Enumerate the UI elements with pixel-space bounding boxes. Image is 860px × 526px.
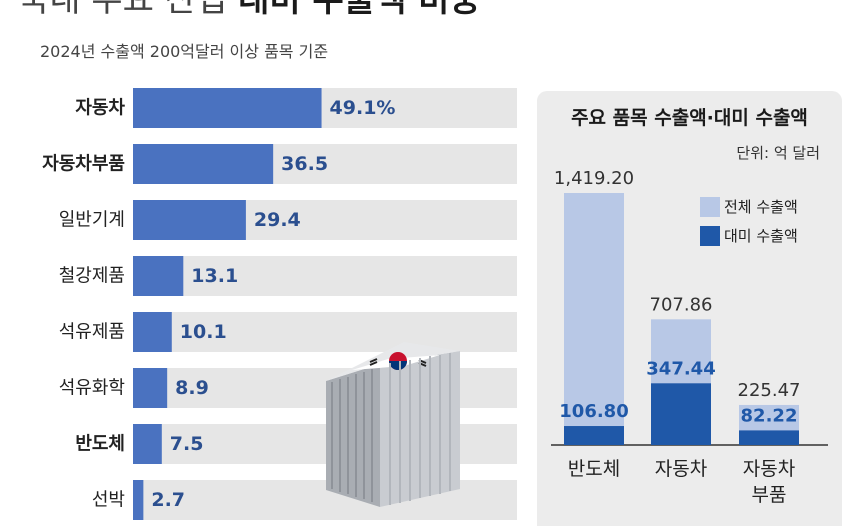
category-label: 일반기계 <box>59 210 125 231</box>
bar-track <box>133 256 517 296</box>
category-label: 철강제품 <box>59 266 125 287</box>
export-comparison-panel: 주요 품목 수출액·대미 수출액 단위: 억 달러 전체 수출액 대미 수출액 … <box>537 91 842 526</box>
title-normal: 국내 주요 산업 <box>18 0 228 20</box>
legend-item-us: 대미 수출액 <box>700 225 798 247</box>
shipping-container-illustration <box>326 342 460 507</box>
category-label: 선박 <box>92 490 125 511</box>
us-export-bar <box>564 426 624 445</box>
value-label: 8.9 <box>175 377 209 399</box>
value-label: 36.5 <box>281 153 328 175</box>
us-export-label: 106.80 <box>559 401 628 422</box>
subtitle: 2024년 수출액 200억달러 이상 품목 기준 <box>40 42 329 61</box>
legend-swatch-us <box>700 225 720 246</box>
category-label: 자동차 <box>75 98 125 119</box>
bar-track <box>133 312 517 352</box>
value-label: 29.4 <box>254 209 301 231</box>
bar <box>133 368 168 408</box>
value-label: 2.7 <box>151 489 185 511</box>
us-export-label: 82.22 <box>741 405 798 426</box>
category-label: 자동차 <box>655 458 707 480</box>
us-export-label: 347.44 <box>646 358 715 379</box>
bar <box>133 144 274 184</box>
us-share-bar-chart: 자동차 49.1% 자동차부품 36.5 일반기계 29.4 철강제품 13.1 석유제품 10.… <box>42 88 517 520</box>
bar <box>133 256 184 296</box>
legend-label-us: 대미 수출액 <box>724 227 798 245</box>
legend-item-total: 전체 수출액 <box>700 196 798 218</box>
category-label: 부품 <box>752 484 787 506</box>
total-export-label: 707.86 <box>650 294 713 315</box>
total-export-label: 225.47 <box>738 380 801 401</box>
unit-label: 단위: 억 달러 <box>736 144 820 162</box>
category-label: 석유화학 <box>59 378 125 399</box>
export-amount-bar-chart: 1,419.20 106.80 반도체 707.86 347.44 자동차 225.47 82… <box>551 168 828 506</box>
us-export-bar <box>739 430 799 445</box>
panel-title: 주요 품목 수출액·대미 수출액 <box>571 107 808 129</box>
bar <box>133 200 246 240</box>
value-label: 10.1 <box>180 321 227 343</box>
title-bold: 대미 수출액 비중 <box>238 0 481 20</box>
total-export-label: 1,419.20 <box>554 168 634 189</box>
category-label: 자동차 <box>743 458 795 480</box>
chart-title: 국내 주요 산업 대미 수출액 비중 <box>18 0 481 22</box>
bar <box>133 480 144 520</box>
bar <box>133 424 162 464</box>
bar <box>133 88 322 128</box>
category-label: 반도체 <box>568 458 620 480</box>
value-label: 49.1% <box>330 97 396 119</box>
value-label: 13.1 <box>191 265 238 287</box>
us-export-bar <box>651 383 711 445</box>
category-label: 반도체 <box>75 434 125 455</box>
bar <box>133 312 172 352</box>
category-label: 자동차부품 <box>42 154 125 175</box>
legend-swatch-total <box>700 196 720 217</box>
legend-label-total: 전체 수출액 <box>724 198 798 216</box>
value-label: 7.5 <box>170 433 204 455</box>
category-label: 석유제품 <box>59 322 125 343</box>
total-export-bar <box>564 193 624 445</box>
